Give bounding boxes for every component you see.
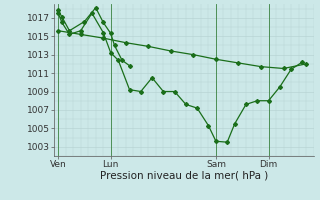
X-axis label: Pression niveau de la mer( hPa ): Pression niveau de la mer( hPa ) bbox=[100, 171, 268, 181]
